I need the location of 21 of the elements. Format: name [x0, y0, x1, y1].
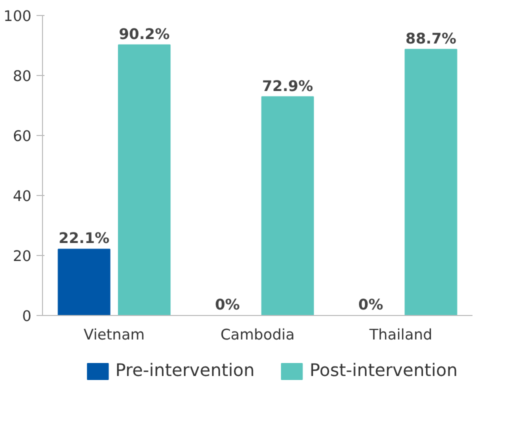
bar	[404, 48, 458, 316]
legend-label: Pre-intervention	[115, 361, 255, 381]
x-tick-label: Vietnam	[84, 326, 145, 344]
bar	[118, 44, 171, 316]
x-tick-label: Cambodia	[220, 326, 295, 344]
data-label: 72.9%	[262, 78, 314, 95]
legend-label: Post-intervention	[310, 361, 458, 381]
x-tick-label: Thailand	[368, 326, 432, 344]
y-tick-label: 40	[12, 188, 32, 205]
bar	[261, 96, 314, 316]
y-tick-label: 100	[4, 8, 32, 25]
y-tick-label: 60	[12, 128, 32, 145]
data-label: 88.7%	[406, 30, 457, 48]
data-label: 0%	[358, 296, 384, 314]
data-label: 0%	[214, 296, 240, 314]
data-label: 90.2%	[118, 26, 170, 43]
bar	[58, 248, 110, 316]
data-label: 22.1%	[58, 230, 110, 248]
y-tick-label: 80	[12, 68, 32, 85]
y-tick-label: 20	[12, 248, 32, 265]
y-tick-label: 0	[22, 308, 32, 325]
